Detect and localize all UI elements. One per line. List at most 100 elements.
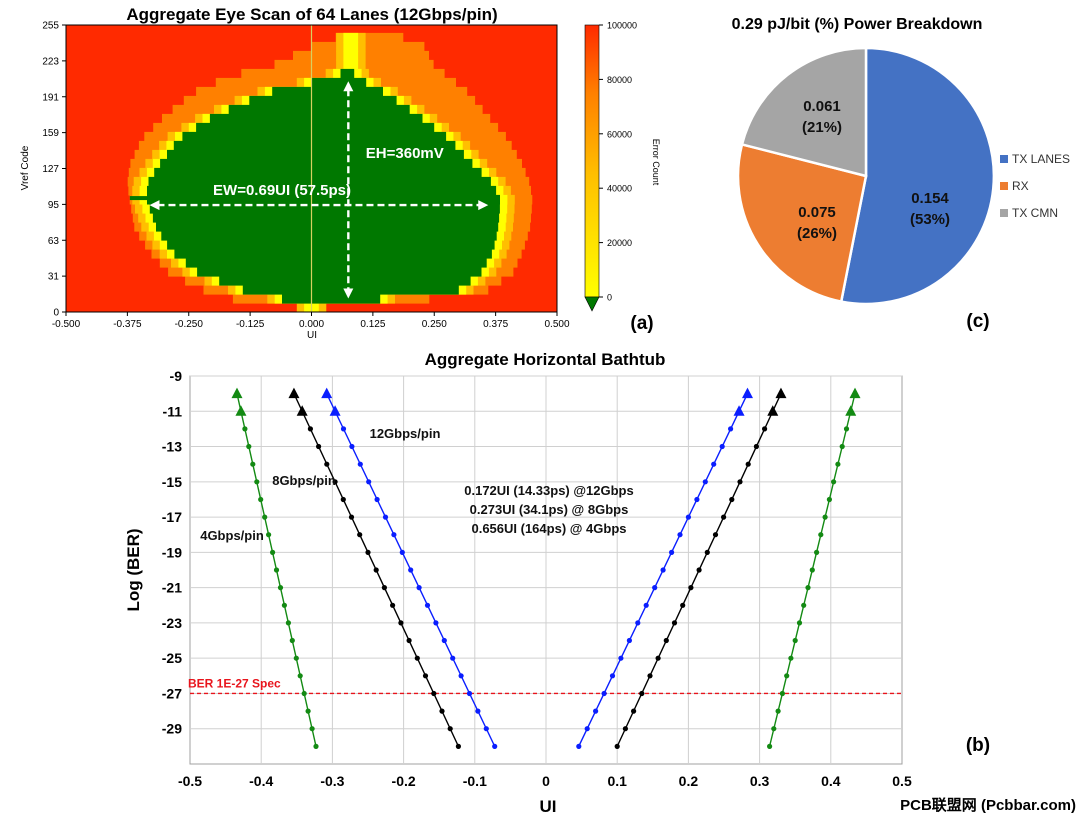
pie-slices	[736, 46, 996, 306]
bathtub-point	[704, 549, 710, 556]
bathtub-point	[422, 673, 429, 679]
colorbar-tick-label: 40000	[607, 184, 632, 194]
bathtub-point	[433, 620, 439, 626]
bathtub-point	[835, 461, 841, 467]
bathtub-point	[340, 426, 347, 432]
bath-y-tick-label: -13	[162, 439, 182, 455]
eye-x-tick-label: 0.375	[483, 319, 508, 330]
panel-label-b: (b)	[966, 735, 990, 756]
eye-heatmap-area: EH=360mV EW=0.69UI (57.5ps)	[66, 25, 557, 312]
eye-width-note: 0.172UI (14.33ps) @12Gbps	[464, 483, 633, 498]
bathtub-point	[277, 585, 284, 591]
bath-x-tick-label: 0.2	[679, 773, 699, 789]
legend-swatch	[1000, 155, 1008, 163]
bathtub-point	[822, 514, 828, 520]
eye-open-region	[149, 204, 500, 214]
eye-x-tick-label: -0.375	[113, 319, 142, 330]
legend-swatch	[1000, 209, 1008, 217]
legend-label: RX	[1012, 179, 1029, 193]
bathtub-triangle-marker	[288, 387, 300, 399]
bathtub-point	[839, 443, 845, 450]
bathtub-point	[711, 461, 717, 467]
bathtub-point	[753, 443, 760, 450]
bath-y-tick-label: -19	[162, 544, 182, 560]
bathtub-point	[297, 673, 303, 679]
eye-open-region	[272, 86, 383, 97]
bathtub-triangle-marker	[775, 387, 787, 399]
bathtub-point	[771, 726, 777, 732]
eye-annotation: EW=0.69UI (57.5ps)	[213, 182, 351, 199]
eye-open-region	[182, 131, 447, 142]
legend-swatch	[1000, 182, 1008, 190]
eye-open-region	[147, 185, 497, 196]
bath-x-tick-label: -0.5	[178, 773, 202, 789]
bathtub-point	[688, 585, 694, 591]
colorbar-tick-label: 100000	[607, 21, 637, 31]
eye-yellow-band	[343, 41, 359, 52]
bath-y-tick-label: -25	[162, 650, 182, 666]
bathtub-point	[593, 708, 599, 714]
eye-x-tick-label: -0.250	[175, 319, 204, 330]
bathtub-point	[601, 690, 607, 697]
bathtub-title: Aggregate Horizontal Bathtub	[425, 350, 666, 369]
bathtub-triangle-marker	[329, 405, 341, 416]
bathtub-point	[414, 655, 420, 661]
bathtub-point	[313, 743, 319, 750]
pie-slice-rx	[736, 142, 868, 304]
eye-scan-chart: Aggregate Eye Scan of 64 Lanes (12Gbps/p…	[20, 5, 661, 341]
bathtub-triangle-marker	[767, 405, 779, 416]
bathtub-point	[814, 549, 820, 556]
eye-open-region	[167, 240, 495, 250]
colorbar-tick-label: 60000	[607, 129, 632, 139]
colorbar-tick-label: 20000	[607, 238, 632, 248]
bathtub-point	[729, 496, 735, 503]
eye-y-tick-label: 255	[42, 21, 59, 32]
panel-label-c: (c)	[966, 311, 989, 332]
eye-open-region	[160, 158, 473, 169]
bathtub-point	[374, 496, 380, 503]
pie-value-label: 0.154	[911, 190, 949, 207]
bath-x-tick-label: -0.4	[249, 773, 273, 789]
power-breakdown-chart: 0.29 pJ/bit (%) Power Breakdown 0.154 (53…	[732, 16, 1070, 332]
bathtub-point	[348, 514, 355, 520]
bathtub-point	[324, 461, 330, 467]
bathtub-point	[406, 637, 412, 644]
eye-open-region	[174, 249, 492, 259]
eye-x-tick-label: -0.500	[52, 319, 81, 330]
eye-open-region	[185, 258, 487, 268]
bath-y-tick-label: -11	[163, 403, 183, 419]
bathtub-point	[831, 479, 837, 485]
bathtub-point	[660, 567, 666, 573]
bathtub-point	[618, 655, 624, 661]
bathtub-point	[450, 655, 456, 661]
eye-open-region	[173, 140, 456, 151]
bathtub-point	[492, 743, 498, 750]
bathtub-point	[655, 655, 661, 661]
bathtub-point	[483, 726, 489, 732]
eye-open-region	[340, 68, 355, 79]
pie-legend: TX LANES RX TX CMN	[1000, 152, 1070, 220]
bathtub-point	[301, 690, 307, 697]
bath-y-tick-label: -17	[162, 509, 182, 525]
bathtub-point	[281, 602, 287, 608]
eye-open-region	[249, 95, 397, 106]
eye-open-region	[156, 222, 499, 232]
legend-label: TX CMN	[1012, 206, 1058, 220]
series-label: 8Gbps/pin	[272, 473, 336, 488]
bath-y-tick-label: -15	[162, 474, 182, 490]
bathtub-point	[719, 443, 725, 450]
eye-open-region	[152, 213, 500, 223]
eye-open-region	[282, 294, 381, 304]
bathtub-point	[635, 620, 641, 626]
bathtub-point	[316, 443, 322, 450]
bathtub-point	[767, 743, 773, 750]
eye-x-tick-label: 0.125	[360, 319, 385, 330]
bathtub-point	[416, 585, 422, 591]
bathtub-point	[631, 708, 637, 714]
bathtub-point	[669, 549, 675, 556]
bath-x-tick-label: 0.4	[821, 773, 841, 789]
eye-x-tick-label: 0.250	[422, 319, 447, 330]
bathtub-point	[289, 637, 295, 644]
bathtub-point	[805, 585, 811, 591]
